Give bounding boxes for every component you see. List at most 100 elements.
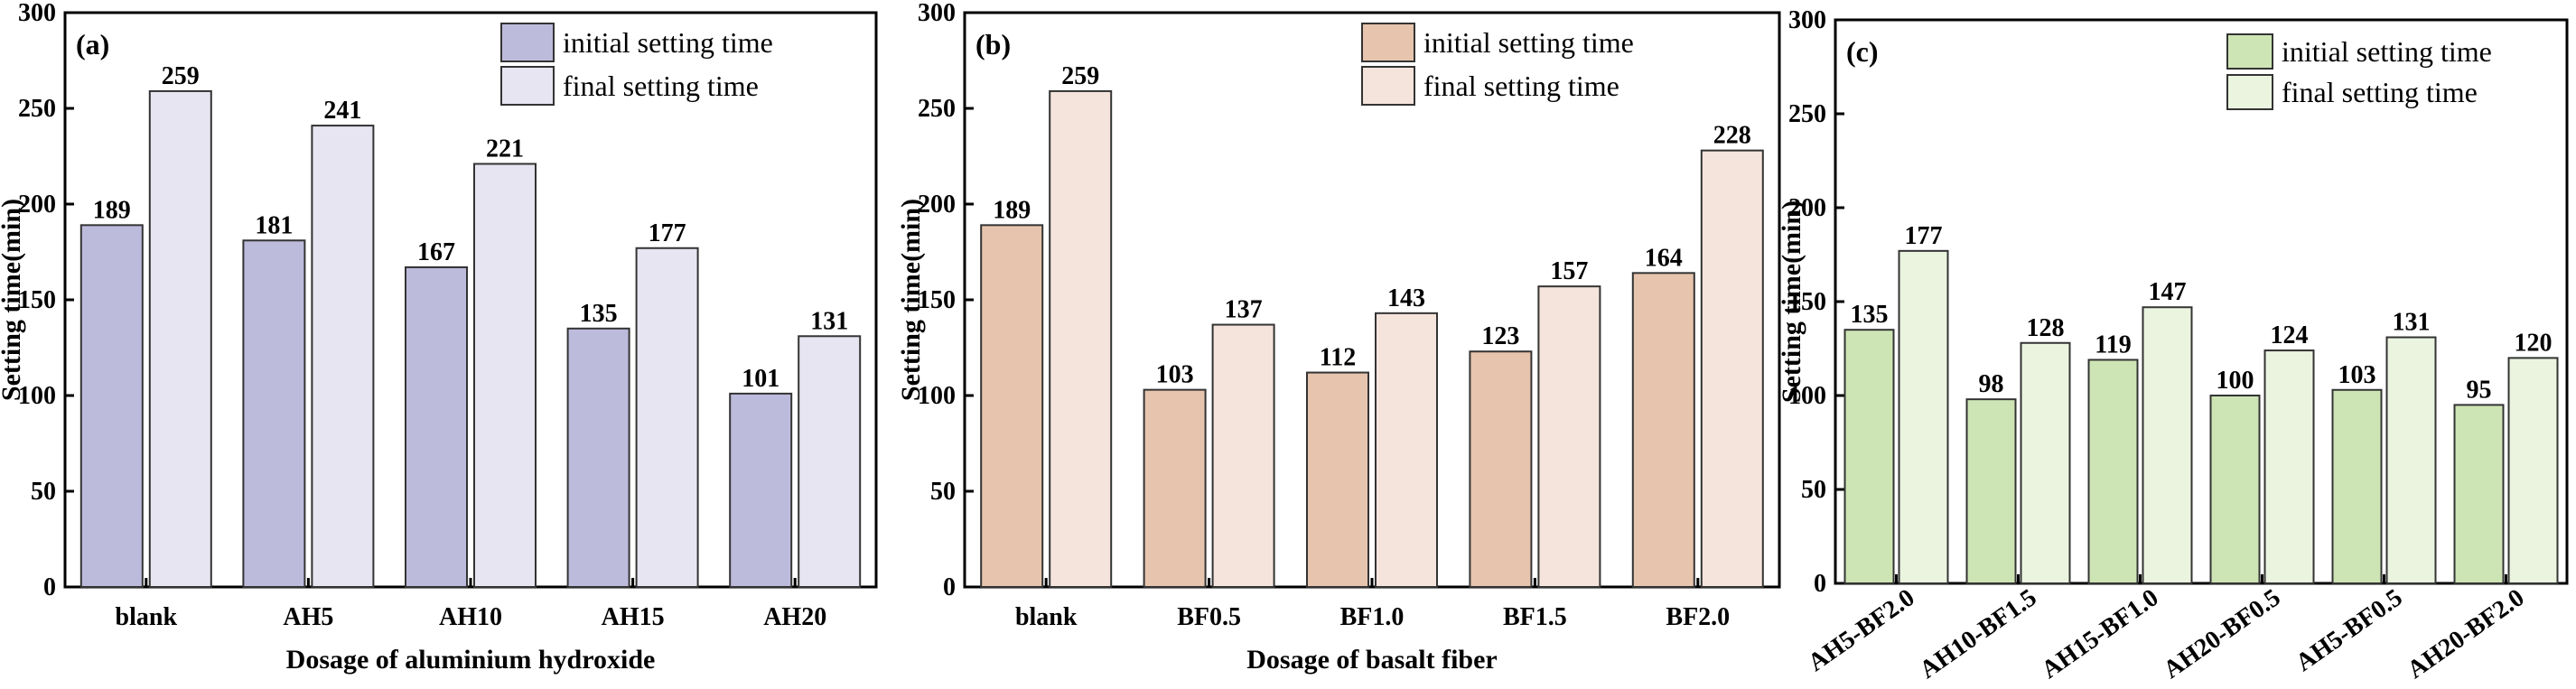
x-tick-label: AH15-BF1.0: [2037, 583, 2164, 684]
legend-label: initial setting time: [1423, 26, 1634, 59]
legend-swatch: [1361, 66, 1415, 106]
data-label: 147: [2149, 278, 2187, 306]
x-tick-label: AH15: [602, 603, 665, 631]
y-tick-label: 300: [1788, 6, 1826, 34]
bar-AH20-initial: [729, 392, 793, 588]
bar-AH5-BF0.5-final: [2385, 336, 2437, 584]
data-label: 189: [93, 196, 131, 224]
bar-AH15-final: [635, 247, 699, 588]
legend-swatch: [500, 66, 555, 106]
y-tick-label: 250: [918, 95, 956, 123]
bar-AH15-BF1.0-initial: [2087, 358, 2139, 585]
y-tick-label: 300: [918, 0, 956, 27]
bar-AH10-BF1.5-final: [2020, 341, 2071, 584]
panel-label: (b): [975, 28, 1011, 61]
bar-AH5-BF2.0-final: [1898, 249, 1949, 584]
y-tick-label: 150: [1788, 288, 1826, 316]
data-label: 98: [1979, 370, 2004, 398]
bar-BF2.0-final: [1700, 149, 1764, 588]
legend-swatch: [500, 23, 555, 62]
x-tick-label: blank: [1015, 603, 1078, 631]
data-label: 120: [2515, 329, 2553, 357]
data-label: 177: [1905, 222, 1943, 250]
y-axis-title: Setting time(min): [896, 199, 926, 401]
legend-swatch: [2226, 33, 2273, 70]
y-axis-title: Setting time(min): [1777, 200, 1806, 403]
y-tick-label: 300: [18, 0, 56, 27]
chart-panel-2: 0 50 100 150 200 250 300 189 259 blank 103 137 BF0.5…: [896, 0, 1781, 675]
bar-AH10-BF1.5-initial: [1965, 398, 2017, 584]
data-label: 135: [1851, 301, 1889, 329]
bar-blank-initial: [980, 224, 1044, 588]
bar-BF1.0-final: [1375, 312, 1438, 588]
data-label: 101: [742, 365, 779, 393]
x-tick-label: BF1.5: [1503, 603, 1567, 631]
y-tick-label: 100: [18, 382, 56, 410]
legend-label: final setting time: [563, 70, 759, 102]
bar-AH20-BF0.5-final: [2263, 349, 2315, 584]
data-label: 221: [486, 135, 524, 163]
x-tick-label: AH20-BF2.0: [2403, 583, 2530, 684]
y-tick-label: 50: [31, 478, 56, 506]
data-label: 259: [1061, 62, 1099, 90]
data-label: 131: [2393, 309, 2431, 337]
data-label: 189: [993, 196, 1031, 224]
data-label: 167: [417, 238, 455, 266]
data-label: 135: [580, 300, 618, 328]
x-tick-label: BF2.0: [1666, 603, 1730, 631]
data-label: 131: [810, 307, 848, 335]
data-label: 228: [1713, 122, 1751, 150]
data-label: 164: [1645, 244, 1683, 272]
bar-AH20-BF2.0-initial: [2453, 404, 2505, 584]
y-axis-title: Setting time(min): [0, 199, 26, 401]
bar-BF1.0-initial: [1306, 371, 1369, 588]
legend: initial setting time final setting time: [2226, 33, 2492, 110]
bar-BF1.5-initial: [1469, 350, 1533, 588]
bar-AH15-BF1.0-final: [2142, 306, 2193, 584]
y-tick-label: 0: [43, 573, 56, 601]
x-tick-label: AH20: [763, 603, 826, 631]
data-label: 119: [2095, 331, 2131, 358]
bar-AH10-final: [473, 163, 537, 588]
legend-label: initial setting time: [2282, 35, 2492, 68]
y-tick-label: 100: [1788, 382, 1826, 410]
bar-AH5-initial: [242, 239, 306, 588]
data-label: 241: [323, 97, 361, 125]
bar-BF1.5-final: [1537, 285, 1601, 588]
legend-label: final setting time: [1423, 70, 1619, 102]
data-label: 177: [649, 219, 686, 247]
data-label: 112: [1320, 344, 1356, 372]
x-tick-label: blank: [116, 603, 178, 631]
data-label: 137: [1225, 296, 1263, 324]
bar-AH5-BF2.0-initial: [1843, 329, 1895, 584]
y-tick-label: 200: [918, 191, 956, 219]
y-tick-label: 200: [1788, 194, 1826, 222]
panel-label: (c): [1846, 35, 1879, 68]
y-tick-label: 250: [18, 95, 56, 123]
panel-label: (a): [76, 28, 109, 61]
data-label: 103: [1156, 361, 1194, 389]
bar-AH5-BF0.5-initial: [2331, 388, 2383, 585]
y-tick-label: 100: [918, 382, 956, 410]
y-tick-label: 50: [930, 478, 956, 506]
bar-BF2.0-initial: [1631, 272, 1695, 588]
y-tick-label: 150: [18, 286, 56, 314]
x-tick-label: AH5-BF0.5: [2291, 583, 2407, 676]
x-tick-label: AH10-BF1.5: [1915, 583, 2042, 684]
y-tick-label: 250: [1788, 100, 1826, 128]
data-label: 123: [1481, 322, 1519, 350]
bar-AH5-final: [311, 125, 375, 589]
bar-blank-final: [148, 89, 212, 589]
data-label: 103: [2338, 361, 2376, 389]
data-label: 100: [2217, 367, 2254, 395]
data-label: 95: [2467, 376, 2492, 404]
legend-swatch: [1361, 23, 1415, 62]
x-tick-label: AH5: [283, 603, 333, 631]
x-tick-label: AH10: [439, 603, 502, 631]
x-axis-title: Dosage of basalt fiber: [1246, 645, 1497, 675]
legend: initial setting time final setting time: [1361, 23, 1634, 106]
y-tick-label: 0: [943, 573, 956, 601]
legend-label: initial setting time: [563, 26, 773, 59]
chart-panel-3: 050100150200250300135177AH5-BF2.098128AH…: [1777, 6, 2569, 684]
